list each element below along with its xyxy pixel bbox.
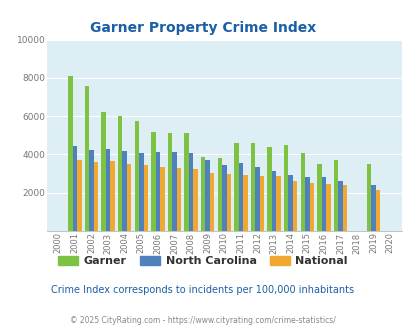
Bar [172, 151, 176, 231]
Bar [309, 183, 313, 231]
Bar [85, 86, 89, 231]
Bar [101, 112, 106, 231]
Bar [226, 174, 230, 231]
Bar [77, 160, 81, 231]
Bar [155, 151, 160, 231]
Bar [300, 153, 304, 231]
Bar [267, 147, 271, 231]
Bar [255, 167, 259, 231]
Bar [234, 143, 238, 231]
Bar [371, 185, 375, 231]
Bar [209, 173, 214, 231]
Bar [366, 164, 371, 231]
Bar [375, 190, 379, 231]
Bar [325, 184, 330, 231]
Bar [288, 175, 292, 231]
Bar [184, 133, 188, 231]
Bar [271, 171, 276, 231]
Bar [321, 178, 325, 231]
Bar [283, 145, 288, 231]
Bar [243, 175, 247, 231]
Bar [167, 133, 172, 231]
Bar [134, 121, 139, 231]
Bar [151, 132, 155, 231]
Bar [89, 150, 94, 231]
Bar [188, 153, 193, 231]
Bar [143, 165, 148, 231]
Bar [176, 168, 181, 231]
Bar [193, 169, 197, 231]
Bar [127, 164, 131, 231]
Bar [205, 160, 209, 231]
Legend: Garner, North Carolina, National: Garner, North Carolina, National [53, 251, 352, 271]
Bar [250, 143, 255, 231]
Bar [94, 162, 98, 231]
Text: © 2025 CityRating.com - https://www.cityrating.com/crime-statistics/: © 2025 CityRating.com - https://www.city… [70, 315, 335, 325]
Bar [333, 160, 337, 231]
Bar [217, 158, 222, 231]
Bar [292, 181, 297, 231]
Bar [304, 178, 309, 231]
Bar [106, 149, 110, 231]
Bar [139, 152, 143, 231]
Bar [337, 181, 342, 231]
Bar [110, 161, 115, 231]
Bar [259, 177, 264, 231]
Bar [200, 157, 205, 231]
Bar [160, 167, 164, 231]
Bar [316, 164, 321, 231]
Text: Garner Property Crime Index: Garner Property Crime Index [90, 21, 315, 35]
Bar [118, 116, 122, 231]
Bar [276, 177, 280, 231]
Bar [68, 76, 72, 231]
Bar [222, 165, 226, 231]
Bar [122, 150, 127, 231]
Bar [342, 185, 346, 231]
Text: Crime Index corresponds to incidents per 100,000 inhabitants: Crime Index corresponds to incidents per… [51, 285, 354, 295]
Bar [72, 146, 77, 231]
Bar [238, 163, 243, 231]
